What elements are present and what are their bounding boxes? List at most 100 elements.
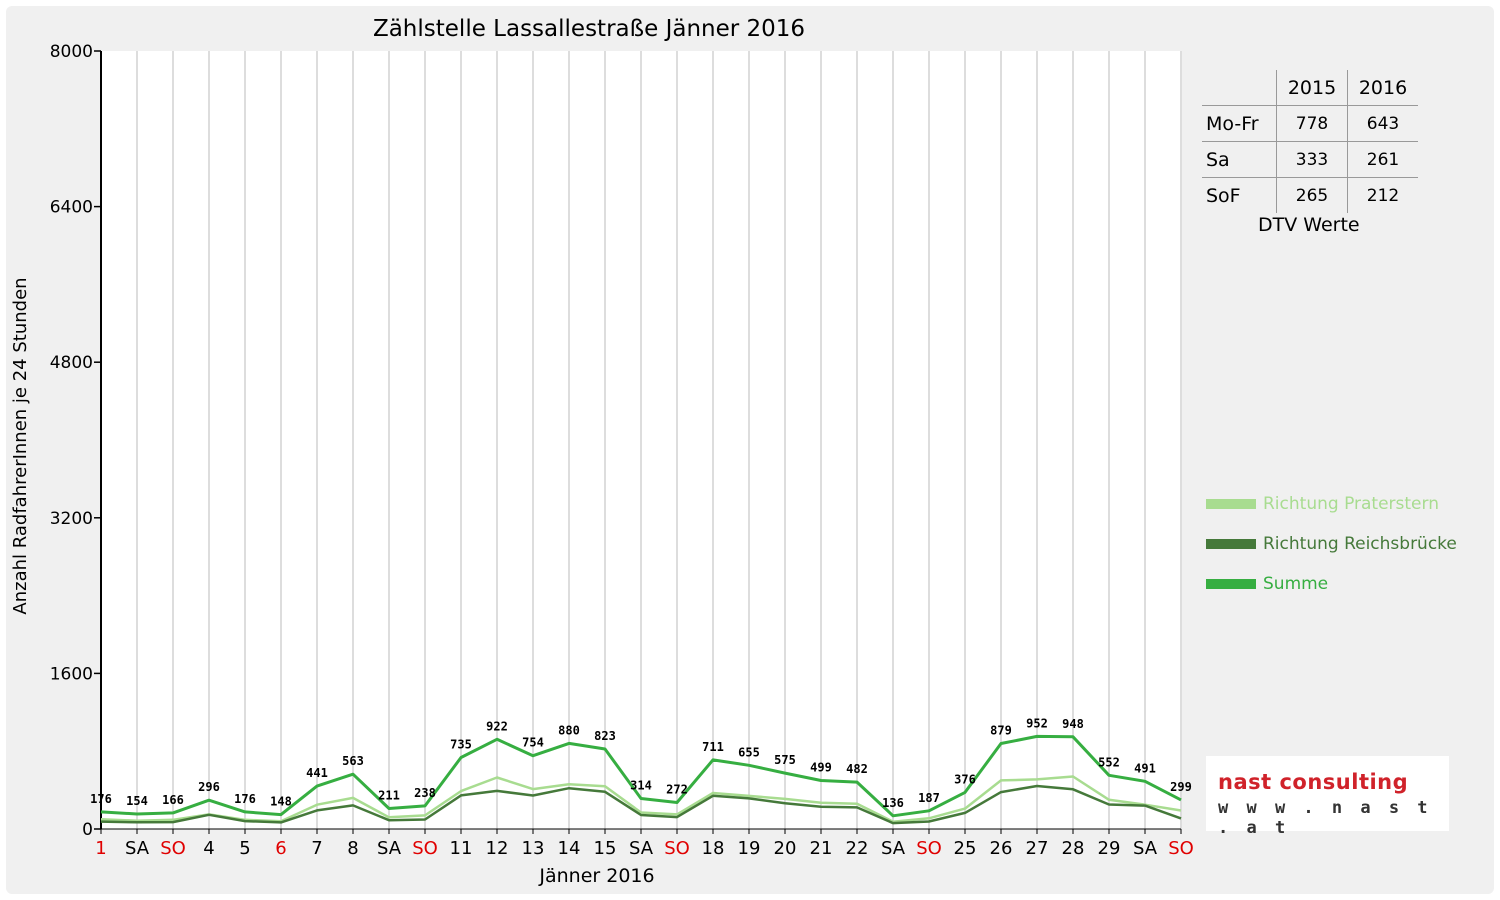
data-label: 754: [522, 736, 544, 750]
line-chart: 0 1600 3200 4800 6400 8000 1 SA SO 4 5 6 7 8 SA SO 11 12 1…: [10, 16, 1194, 887]
data-label: 314: [630, 778, 652, 792]
legend-swatch-summe: [1206, 579, 1256, 589]
legend-item-summe: Summe: [1206, 574, 1328, 594]
x-tick-label: 14: [558, 838, 581, 859]
x-tick-label: 15: [594, 838, 617, 859]
x-tick-label: SO: [916, 838, 942, 859]
dtv-cell-2016: 643: [1347, 105, 1418, 142]
legend-label-summe: Summe: [1263, 574, 1329, 594]
x-tick-label: SA: [125, 838, 150, 859]
grid-layer: [100, 51, 1182, 829]
data-label: 136: [882, 796, 904, 810]
x-tick-label: 13: [522, 838, 545, 859]
data-label: 948: [1062, 717, 1084, 731]
x-tick-label: SA: [1133, 838, 1158, 859]
data-label: 491: [1134, 761, 1156, 775]
legend-item-praterstern: Richtung Praterstern: [1206, 494, 1439, 514]
data-label: 187: [918, 791, 940, 805]
dtv-header-empty: [1202, 70, 1277, 106]
data-label: 238: [414, 786, 436, 800]
data-label: 823: [594, 729, 616, 743]
x-tick-label: 21: [810, 838, 833, 859]
data-label: 880: [558, 723, 580, 737]
x-tick-label: 22: [846, 838, 869, 859]
data-label: 154: [126, 794, 148, 808]
data-label: 166: [162, 793, 184, 807]
axis-layer: 0 1600 3200 4800 6400 8000 1 SA SO 4 5 6 7 8 SA SO 11 12 1…: [50, 42, 1194, 859]
x-tick-label: 5: [239, 838, 250, 859]
dtv-cell-2015: 333: [1276, 141, 1348, 178]
data-label: 711: [702, 740, 724, 754]
x-tick-label: 27: [1026, 838, 1049, 859]
x-tick-label: 6: [275, 838, 286, 859]
data-label: 376: [954, 772, 976, 786]
logo-url: w w w . n a s t . a t: [1218, 798, 1432, 838]
x-tick-label: SO: [664, 838, 690, 859]
x-tick-label: 11: [450, 838, 473, 859]
data-label: 922: [486, 719, 508, 733]
data-label: 176: [90, 792, 112, 806]
x-tick-label: SO: [412, 838, 438, 859]
data-label: 148: [270, 795, 292, 809]
y-tick-label: 6400: [50, 198, 93, 218]
x-tick-label: 20: [774, 838, 797, 859]
x-tick-label: 29: [1098, 838, 1121, 859]
x-axis-title: Jänner 2016: [538, 865, 654, 887]
x-tick-label: 28: [1062, 838, 1085, 859]
dtv-row-label: SoF: [1202, 177, 1277, 213]
x-tick-label: 26: [990, 838, 1013, 859]
dtv-header-2015: 2015: [1276, 70, 1348, 106]
data-label: 552: [1098, 755, 1120, 769]
data-label: 176: [234, 792, 256, 806]
x-tick-label: 25: [954, 838, 977, 859]
chart-frame: 0 1600 3200 4800 6400 8000 1 SA SO 4 5 6 7 8 SA SO 11 12 1…: [6, 6, 1494, 894]
data-label: 735: [450, 738, 472, 752]
y-tick-label: 1600: [50, 664, 93, 684]
dtv-row-sof: SoF 265 212: [1202, 177, 1418, 213]
dtv-row-label: Mo-Fr: [1202, 105, 1277, 142]
y-tick-label: 4800: [50, 353, 93, 373]
data-label-layer: 176 154 166 296 176 148 441 563 211 238 735 922 754 8…: [90, 716, 1192, 809]
data-label: 952: [1026, 716, 1048, 730]
x-tick-label: 18: [702, 838, 725, 859]
y-tick-label: 8000: [50, 42, 93, 62]
dtv-row-mofr: Mo-Fr 778 643: [1202, 105, 1418, 142]
data-label: 272: [666, 783, 688, 797]
dtv-cell-2015: 778: [1276, 105, 1348, 142]
x-tick-label: SA: [881, 838, 906, 859]
dtv-table: 2015 2016 Mo-Fr 778 643 Sa 333 261 SoF 2…: [1202, 70, 1418, 213]
data-label: 211: [378, 788, 400, 802]
data-label: 299: [1170, 780, 1192, 794]
data-label: 879: [990, 724, 1012, 738]
x-tick-label: 19: [738, 838, 761, 859]
x-tick-label: SA: [629, 838, 654, 859]
data-label: 563: [342, 754, 364, 768]
data-label: 296: [198, 780, 220, 794]
series-layer: [100, 734, 1182, 825]
y-tick-label: 0: [82, 820, 93, 840]
dtv-header-row: 2015 2016: [1202, 70, 1418, 106]
company-logo: nast consulting w w w . n a s t . a t: [1206, 756, 1449, 838]
legend-swatch-praterstern: [1206, 499, 1256, 509]
data-label: 499: [810, 760, 832, 774]
x-tick-label: 12: [486, 838, 509, 859]
legend-swatch-reichsbruecke: [1206, 539, 1256, 549]
series-line-summe: [100, 734, 1182, 818]
data-label: 441: [306, 766, 328, 780]
chart-title: Zählstelle Lassallestraße Jänner 2016: [373, 16, 805, 42]
legend-label-reichsbruecke: Richtung Reichsbrücke: [1263, 534, 1457, 554]
data-label: 575: [774, 753, 796, 767]
dtv-cell-2016: 261: [1347, 141, 1418, 178]
x-tick-label: 8: [347, 838, 358, 859]
x-tick-label: 1: [95, 838, 106, 859]
dtv-cell-2015: 265: [1276, 177, 1348, 213]
x-tick-label: 7: [311, 838, 322, 859]
data-label: 482: [846, 762, 868, 776]
data-label: 655: [738, 745, 760, 759]
dtv-row-label: Sa: [1202, 141, 1277, 178]
dtv-header-2016: 2016: [1347, 70, 1418, 106]
y-tick-label: 3200: [50, 509, 93, 529]
dtv-caption: DTV Werte: [1258, 214, 1360, 236]
dtv-cell-2016: 212: [1347, 177, 1418, 213]
x-tick-label: SO: [160, 838, 186, 859]
